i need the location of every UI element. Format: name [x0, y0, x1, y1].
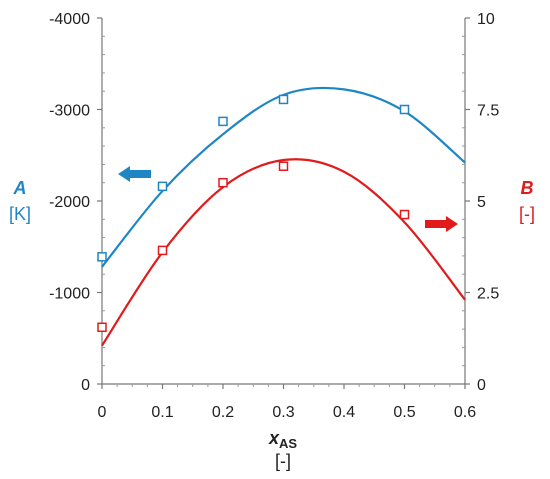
x-axis-title: xAS [-]	[268, 428, 297, 471]
x-tick-label: 0.6	[454, 404, 476, 421]
right-tick-label: 10	[477, 11, 495, 28]
x-axis-name-main: x	[268, 428, 280, 448]
left-data-point	[399, 104, 410, 115]
left-data-point	[157, 181, 168, 192]
left-tick-label: -2000	[49, 194, 90, 211]
right-tick-label: 7.5	[477, 103, 499, 120]
left-tick-label: -1000	[49, 286, 90, 303]
x-axis-unit: [-]	[275, 451, 291, 471]
left-axis-title: A [K]	[9, 178, 31, 224]
curves-layer	[101, 86, 466, 347]
right-tick-label: 5	[477, 194, 486, 211]
x-tick-label: 0.5	[393, 404, 415, 421]
right-data-point	[399, 209, 410, 220]
right-tick-label: 2.5	[477, 286, 499, 303]
left-data-point	[97, 252, 107, 262]
arrow-left-icon	[118, 166, 151, 182]
left-tick-label: -3000	[49, 103, 90, 120]
right-data-point	[278, 161, 289, 171]
x-axis-name-sub: AS	[279, 436, 297, 451]
x-tick-label: 0.4	[333, 404, 355, 421]
right-axis-title: B [-]	[519, 178, 535, 224]
left-data-point	[278, 94, 289, 105]
x-tick-label: 0	[98, 404, 107, 421]
ticks-layer: 0 0.1 0.2 0.3 0.4 0.5 0.60-1000-2000-3000-4000…	[49, 11, 499, 421]
left-data-point	[218, 116, 228, 127]
x-tick-label: 0.3	[272, 404, 294, 421]
left-axis-name: A	[13, 178, 27, 198]
points-layer	[97, 94, 410, 333]
right-data-point	[97, 322, 107, 333]
right-data-point	[218, 177, 228, 188]
x-tick-label: 0.1	[151, 404, 173, 421]
x-axis-name: xAS	[268, 428, 297, 451]
left-tick-label: -4000	[49, 11, 90, 28]
left-axis-unit: [K]	[9, 204, 31, 224]
plot-frame	[101, 18, 466, 385]
x-tick-label: 0.2	[212, 404, 234, 421]
right-fit-curve	[101, 158, 466, 347]
right-data-point	[157, 245, 168, 256]
right-tick-label: 0	[477, 377, 486, 394]
arrow-right-icon	[425, 216, 458, 232]
arrows-layer	[118, 166, 458, 232]
right-axis-name: B	[521, 178, 534, 198]
right-axis-unit: [-]	[519, 204, 535, 224]
left-tick-label: 0	[81, 377, 90, 394]
left-fit-curve	[101, 86, 466, 268]
